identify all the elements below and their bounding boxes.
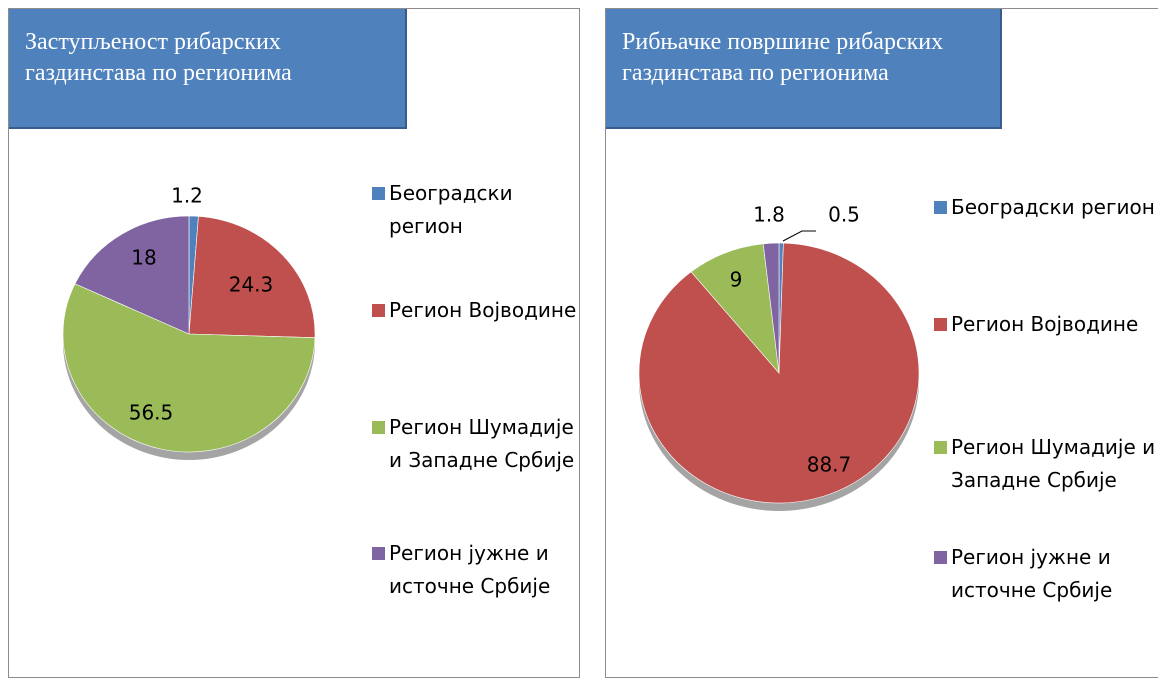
chart-title: Заступљеност рибарских газдинстава по ре… bbox=[9, 9, 407, 129]
data-label: 0.5 bbox=[828, 203, 860, 227]
legend-text: Регион јужне и источне Србије bbox=[951, 545, 1113, 602]
data-label: 24.3 bbox=[229, 273, 274, 297]
legend-text: Регион јужне и источне Србије bbox=[389, 541, 551, 598]
data-label: 1.8 bbox=[753, 203, 785, 227]
pie-slice bbox=[74, 215, 190, 335]
legend-text: Регион Шумадије и Западне Србије bbox=[389, 415, 575, 472]
legend-swatch bbox=[372, 187, 385, 200]
legend-swatch bbox=[372, 421, 385, 434]
legend-item: Регион Шумадије и Западне Србије bbox=[372, 411, 579, 477]
data-label: 1.2 bbox=[171, 184, 203, 208]
chart-title: Рибњачке површине рибарских газдинстава … bbox=[606, 9, 1002, 129]
data-label: 56.5 bbox=[129, 401, 174, 425]
data-label: 9 bbox=[730, 268, 743, 292]
pie-slice bbox=[188, 216, 316, 339]
legend-item: Регион Војводине bbox=[934, 308, 1158, 341]
legend-text: Регион Шумадије и Западне Србије bbox=[951, 435, 1156, 492]
pie-chart: 1.2 24.3 56.5 18 bbox=[62, 184, 316, 460]
chart-panel: 0.5 88.7 9 1.8 Рибњачке површине рибарских г… bbox=[605, 8, 1158, 678]
legend-item: Регион јужне и источне Србије bbox=[934, 541, 1158, 607]
legend-item: Београдски регион bbox=[372, 177, 579, 243]
data-label: 18 bbox=[131, 246, 156, 270]
legend-swatch bbox=[372, 304, 385, 317]
legend-text: Регион Војводине bbox=[389, 298, 577, 322]
pie-slice bbox=[762, 242, 780, 374]
legend-swatch bbox=[934, 551, 947, 564]
pie-chart: 0.5 88.7 9 1.8 bbox=[638, 203, 920, 511]
legend-swatch bbox=[372, 547, 385, 560]
legend-item: Регион јужне и источне Србије bbox=[372, 537, 579, 603]
data-label: 88.7 bbox=[807, 453, 852, 477]
legend-item: Београдски регион bbox=[934, 191, 1158, 224]
legend-swatch bbox=[934, 201, 947, 214]
legend-text: Београдски регион bbox=[951, 195, 1155, 219]
legend-text: Регион Војводине bbox=[951, 312, 1139, 336]
pie-slice bbox=[62, 283, 316, 453]
legend-item: Регион Шумадије и Западне Србије bbox=[934, 431, 1158, 497]
legend-swatch bbox=[934, 318, 947, 331]
leader-line bbox=[782, 230, 816, 242]
legend-swatch bbox=[934, 441, 947, 454]
pie-slice bbox=[690, 243, 780, 374]
legend-item: Регион Војводине bbox=[372, 294, 579, 327]
chart-panel: 1.2 24.3 56.5 18 Заступљеност рибарских газд… bbox=[8, 8, 580, 678]
legend-text: Београдски регион bbox=[389, 181, 513, 238]
